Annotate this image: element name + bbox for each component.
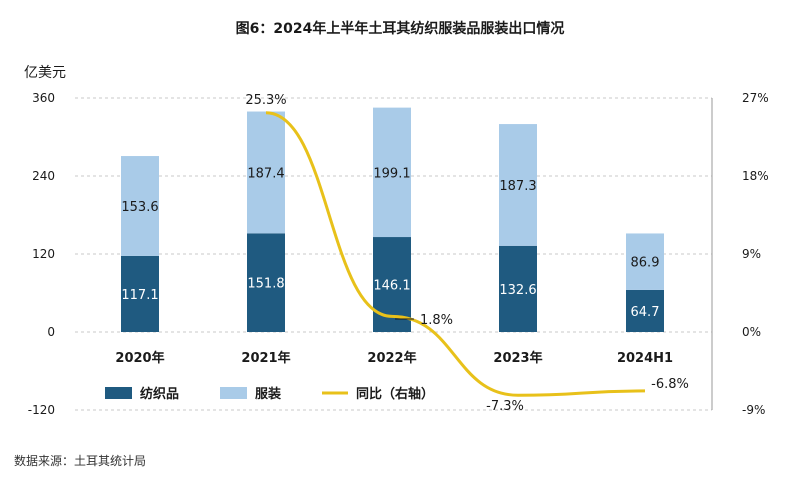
- data-label-yoy: -6.8%: [651, 377, 689, 392]
- bar-apparel: [626, 233, 664, 290]
- x-category-label: 2021年: [241, 350, 290, 366]
- y-right-tick-label: -9%: [742, 403, 765, 417]
- data-label-textile: 146.1: [373, 279, 410, 294]
- data-label-apparel: 153.6: [121, 200, 158, 215]
- bar-apparel: [373, 107, 411, 238]
- y-left-tick-label: 360: [32, 91, 55, 105]
- y-right-tick-label: 0%: [742, 325, 761, 339]
- source-note: 数据来源：土耳其统计局: [14, 454, 147, 468]
- data-label-yoy: 1.8%: [420, 313, 453, 328]
- y-right-tick-label: 18%: [742, 169, 769, 183]
- y-right-tick-label: 9%: [742, 247, 761, 261]
- legend-label-apparel: 服装: [255, 386, 281, 402]
- x-category-label: 2024H1: [617, 351, 673, 366]
- x-category-label: 2023年: [493, 350, 542, 366]
- bar-textile: [121, 255, 159, 332]
- data-label-textile: 132.6: [499, 283, 536, 298]
- y-left-tick-label: 120: [32, 247, 55, 261]
- data-label-apparel: 187.4: [247, 166, 284, 181]
- legend-label-textile: 纺织品: [140, 386, 179, 402]
- data-label-textile: 64.7: [631, 305, 660, 320]
- legend-swatch-apparel: [220, 387, 247, 399]
- bar-apparel: [121, 156, 159, 256]
- data-label-textile: 117.1: [121, 288, 158, 303]
- y-right-tick-label: 27%: [742, 91, 769, 105]
- data-label-apparel: 86.9: [631, 256, 660, 271]
- data-label-apparel: 187.3: [499, 179, 536, 194]
- yoy-line: [265, 111, 646, 397]
- data-label-apparel: 199.1: [373, 166, 410, 181]
- bar-apparel: [247, 111, 285, 234]
- bar-textile: [247, 233, 285, 332]
- y-left-tick-label: 240: [32, 169, 55, 183]
- y-left-tick-label: 0: [47, 325, 55, 339]
- x-category-label: 2022年: [367, 350, 416, 366]
- chart-title: 图6：2024年上半年土耳其纺织服装品服装出口情况: [235, 21, 565, 37]
- data-label-textile: 151.8: [247, 277, 284, 292]
- bar-textile: [499, 245, 537, 332]
- legend-label-yoy: 同比（右轴）: [356, 386, 434, 402]
- x-category-label: 2020年: [115, 350, 164, 366]
- bar-apparel: [499, 124, 537, 246]
- y-axis-unit-label: 亿美元: [24, 65, 66, 81]
- data-label-yoy: -7.3%: [486, 399, 524, 414]
- legend-swatch-textile: [105, 387, 132, 399]
- bar-textile: [626, 289, 664, 332]
- y-left-tick-label: -120: [28, 403, 55, 417]
- data-label-yoy: 25.3%: [245, 93, 286, 108]
